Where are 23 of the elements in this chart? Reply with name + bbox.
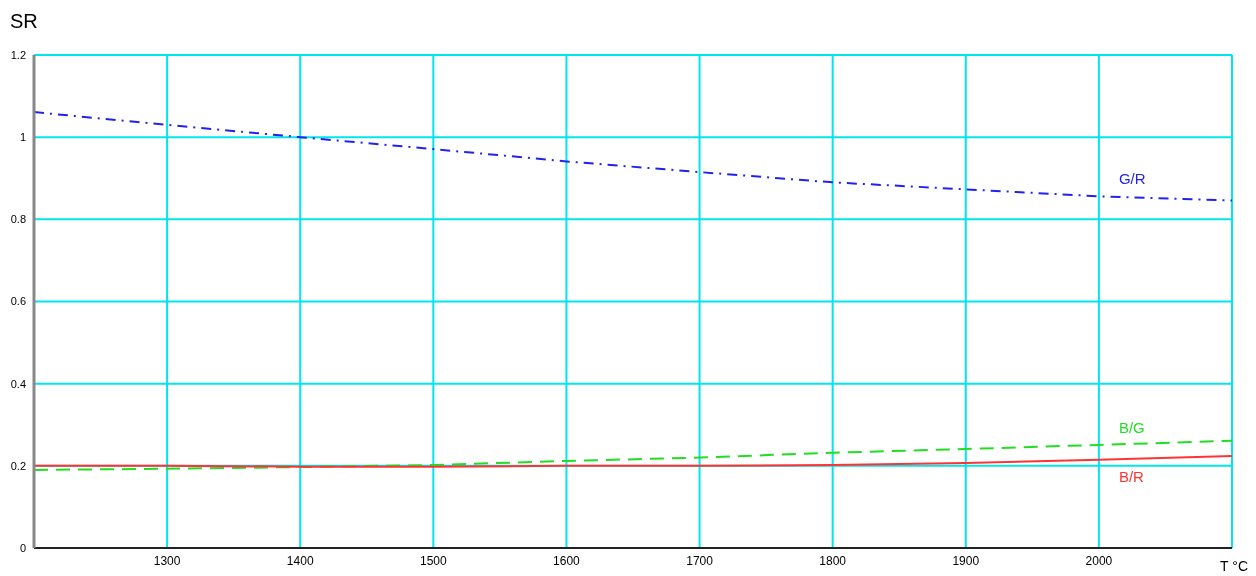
y-tick-label: 0.8: [10, 213, 26, 226]
x-tick-label: 1600: [553, 553, 581, 568]
x-tick-label: 1800: [819, 553, 847, 568]
x-tick-label: 1400: [286, 553, 314, 568]
series-label: G/R: [1118, 170, 1146, 188]
series-label: B/G: [1118, 418, 1145, 436]
series-label: B/R: [1118, 467, 1145, 485]
y-tick-label: 0: [19, 541, 26, 554]
y-tick-label: 1.2: [10, 48, 26, 61]
y-tick-label: 0.4: [10, 377, 26, 390]
line-series: [34, 439, 1232, 471]
y-axis-title: SR: [10, 10, 38, 33]
y-tick-label: 1: [19, 131, 26, 144]
line-series: [34, 111, 1232, 202]
x-tick-label: 1700: [686, 553, 714, 568]
y-tick-label: 0.6: [10, 295, 26, 308]
y-tick-label: 0.2: [10, 459, 26, 472]
x-tick-label: 1900: [952, 553, 980, 568]
x-tick-label: 2000: [1085, 553, 1113, 568]
x-tick-label: 1500: [419, 553, 447, 568]
line-series: [34, 454, 1232, 468]
x-tick-label: 1300: [153, 553, 181, 568]
x-axis-title: T °C: [1220, 558, 1248, 574]
